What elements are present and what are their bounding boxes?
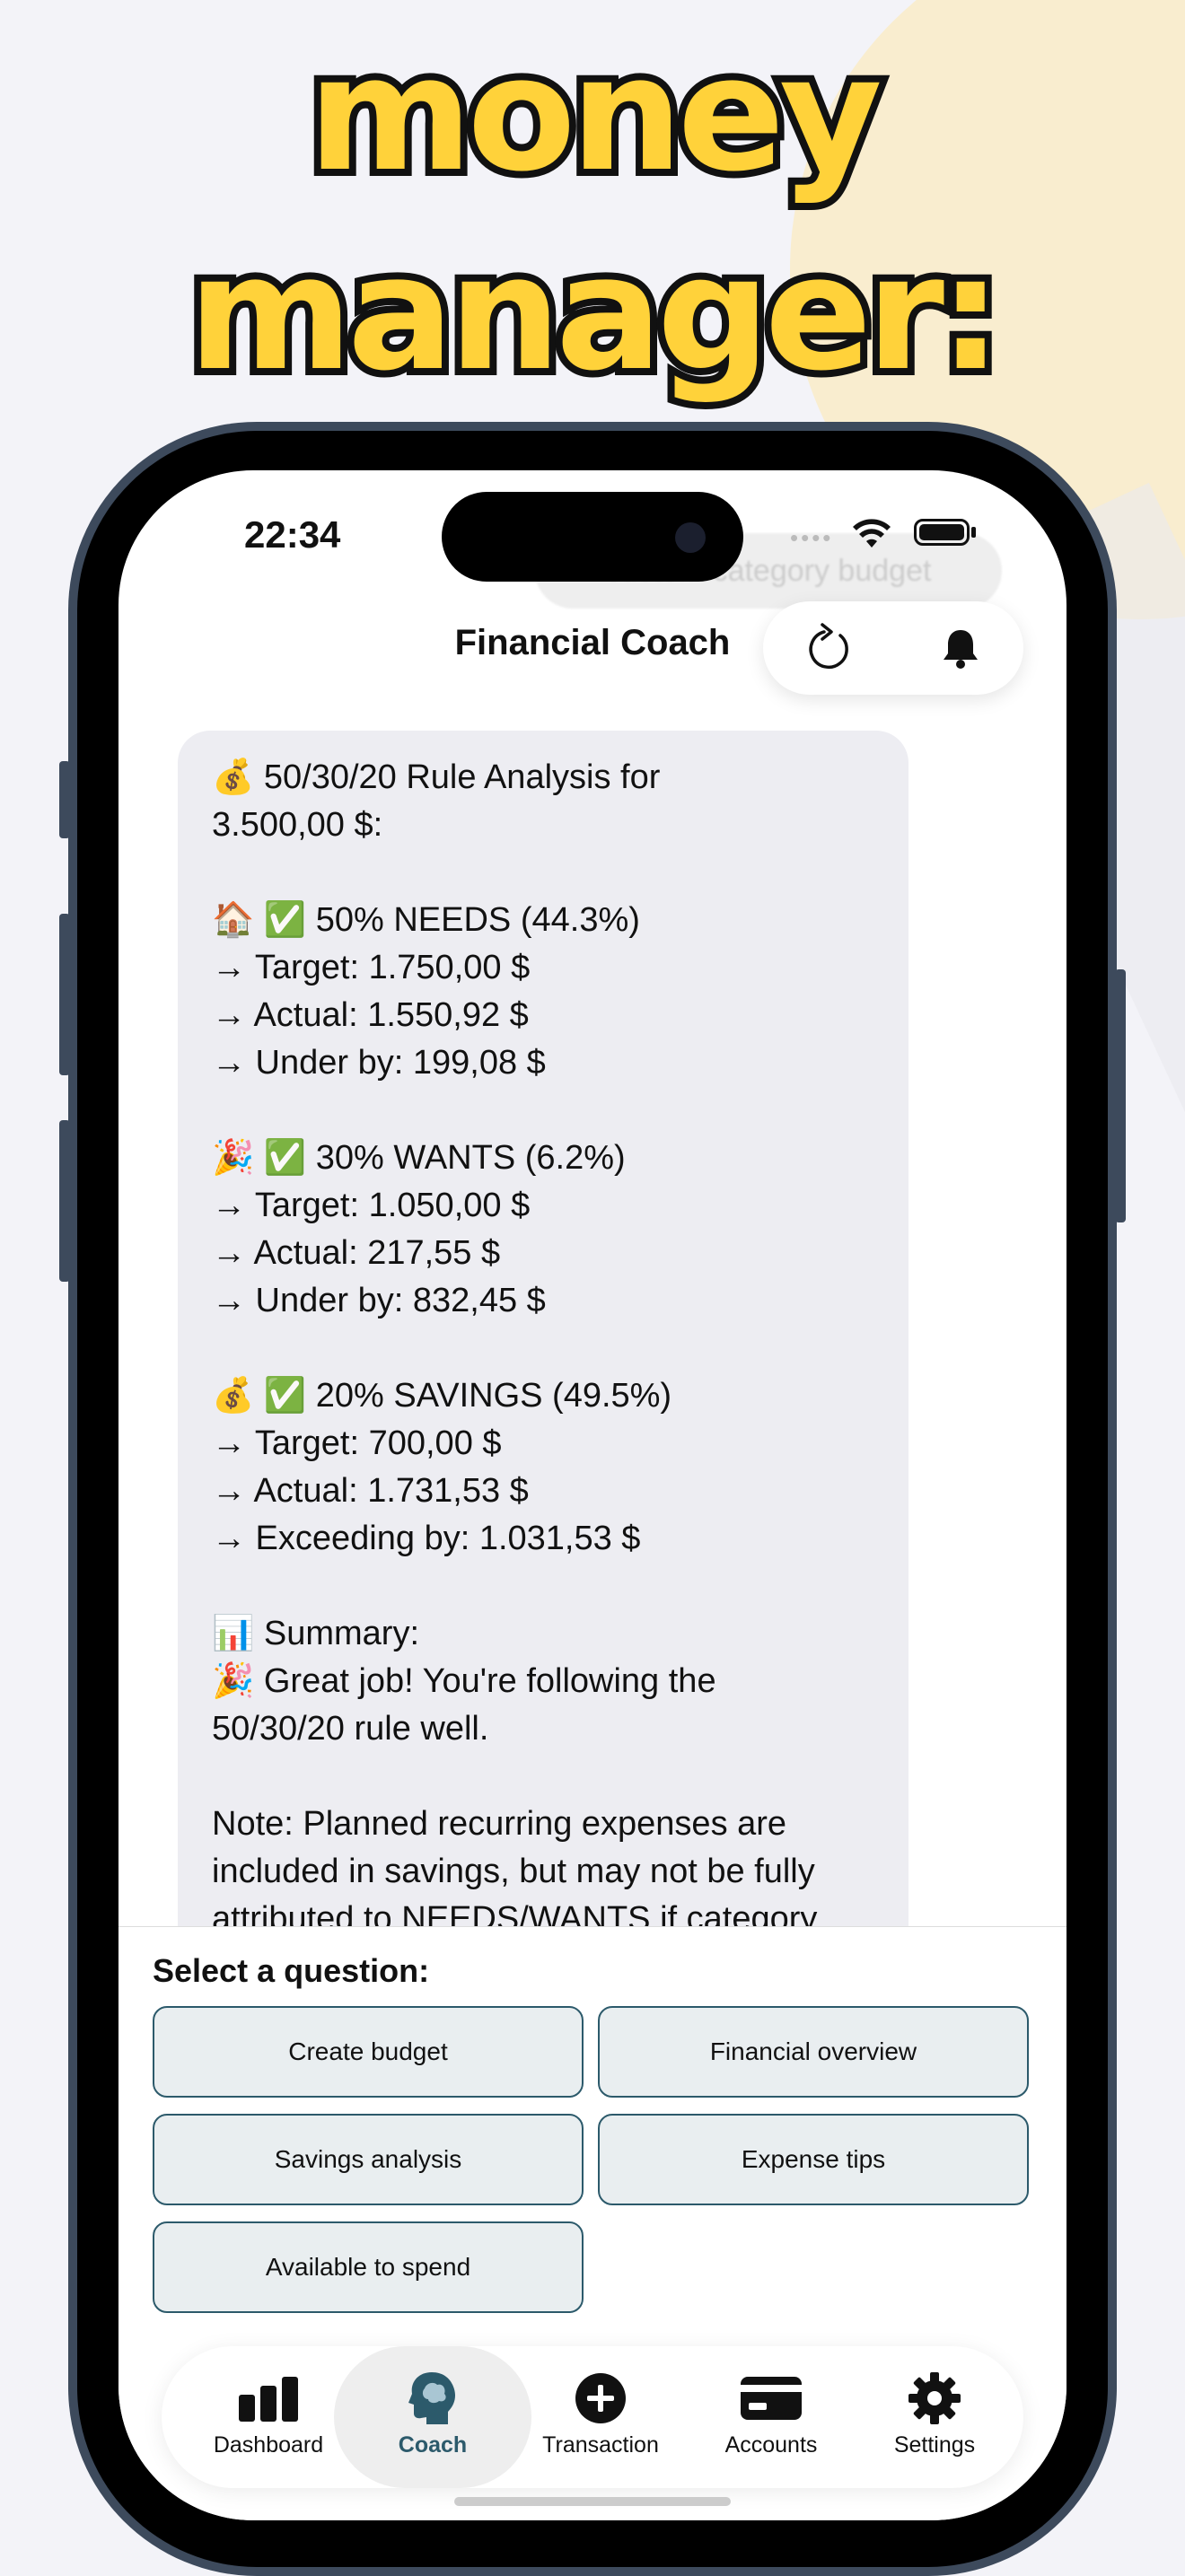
brain-head-icon xyxy=(334,2370,531,2427)
signal-dots-icon: •••• xyxy=(790,524,834,551)
question-panel-title: Select a question: xyxy=(153,1952,430,1989)
notifications-button[interactable] xyxy=(934,621,988,675)
tab-transaction[interactable]: Transaction xyxy=(515,2346,686,2488)
tab-settings[interactable]: Settings xyxy=(849,2346,1020,2488)
wifi-icon xyxy=(853,519,891,548)
camera-icon xyxy=(675,522,706,553)
headline-line-1: money xyxy=(301,22,890,206)
tab-label: Accounts xyxy=(724,2432,818,2458)
coach-message-text: 💰 50/30/20 Rule Analysis for 3.500,00 $:… xyxy=(212,758,818,1938)
volume-up-button xyxy=(59,914,70,1075)
bar-chart-icon xyxy=(183,2370,354,2427)
bell-icon xyxy=(944,630,978,669)
question-expense-tips-button[interactable]: Expense tips xyxy=(598,2114,1029,2205)
battery-cap xyxy=(971,527,976,538)
tab-label: Dashboard xyxy=(213,2432,324,2458)
home-indicator xyxy=(454,2497,731,2506)
status-time: 22:34 xyxy=(244,513,341,556)
plus-circle-icon xyxy=(515,2370,686,2427)
refresh-button[interactable] xyxy=(803,621,856,675)
tab-label: Coach xyxy=(398,2432,468,2458)
tab-label: Transaction xyxy=(542,2432,659,2458)
nav-title: Financial Coach xyxy=(454,623,731,662)
coach-message-bubble: 💰 50/30/20 Rule Analysis for 3.500,00 $:… xyxy=(178,731,908,2077)
question-available-to-spend-button[interactable]: Available to spend xyxy=(153,2221,584,2313)
tab-coach[interactable]: Coach xyxy=(334,2346,531,2488)
tab-dashboard[interactable]: Dashboard xyxy=(183,2346,354,2488)
battery-icon xyxy=(914,519,970,546)
question-savings-analysis-button[interactable]: Savings analysis xyxy=(153,2114,584,2205)
gear-icon xyxy=(849,2370,1020,2427)
tab-accounts[interactable]: Accounts xyxy=(686,2346,856,2488)
phone-screen: 22:34 custom category budget •••• Financ… xyxy=(118,470,1066,2520)
nav-actions xyxy=(763,601,1023,695)
credit-card-icon xyxy=(686,2370,856,2427)
question-financial-overview-button[interactable]: Financial overview xyxy=(598,2006,1029,2098)
power-button xyxy=(1115,969,1126,1222)
volume-down-button xyxy=(59,1120,70,1282)
tab-label: Settings xyxy=(893,2432,976,2458)
tab-bar: Dashboard Coach Transaction xyxy=(162,2346,1023,2488)
headline-line-2: manager: xyxy=(181,222,1010,406)
silent-switch xyxy=(59,761,70,838)
question-create-budget-button[interactable]: Create budget xyxy=(153,2006,584,2098)
refresh-icon xyxy=(809,623,848,670)
